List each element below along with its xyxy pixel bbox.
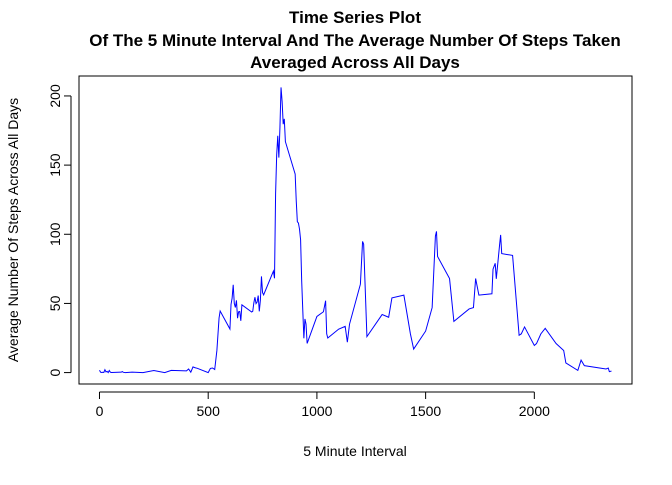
x-tick-label: 2000: [519, 403, 550, 419]
plot-frame: [78, 75, 633, 385]
y-tick-label: 150: [47, 153, 63, 177]
chart-title: Averaged Across All Days: [250, 53, 460, 72]
y-tick-label: 50: [47, 295, 63, 311]
x-tick-label: 1500: [410, 403, 441, 419]
y-tick-label: 0: [47, 368, 63, 376]
y-tick-label: 200: [47, 84, 63, 108]
series-line: [99, 87, 612, 374]
y-tick-label: 100: [47, 222, 63, 246]
x-tick-label: 500: [197, 403, 221, 419]
chart-title: Time Series Plot: [289, 8, 421, 27]
chart-title: Of The 5 Minute Interval And The Average…: [89, 31, 621, 50]
x-axis-label: 5 Minute Interval: [303, 443, 407, 459]
x-tick-label: 0: [96, 403, 104, 419]
y-axis-label: Average Number Of Steps Across All Days: [5, 98, 21, 362]
x-tick-label: 1000: [301, 403, 332, 419]
